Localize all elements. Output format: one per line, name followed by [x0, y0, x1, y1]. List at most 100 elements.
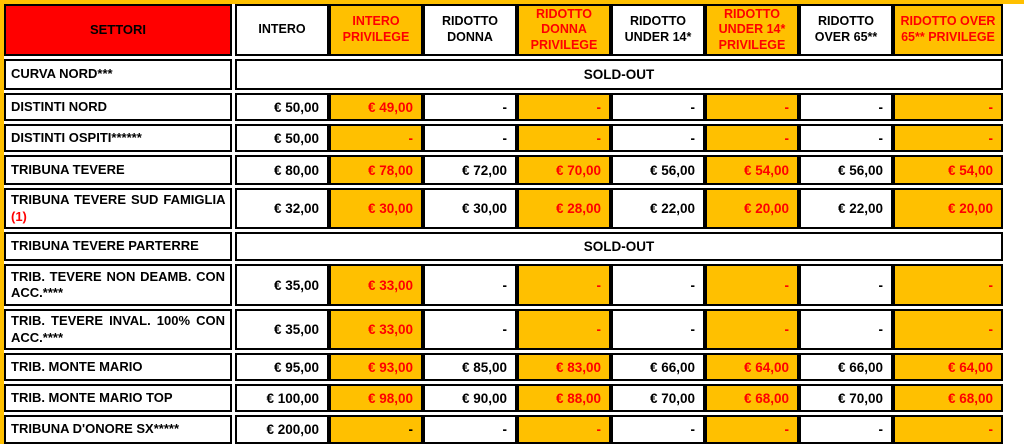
sector-cell: TRIB. MONTE MARIO — [4, 353, 232, 381]
sector-name: CURVA NORD*** — [11, 66, 113, 82]
price-cell: € 35,00 — [235, 309, 329, 350]
price-cell: - — [517, 309, 611, 350]
sector-label: TRIBUNA TEVERE PARTERRE — [11, 238, 225, 254]
sector-name: TRIB. MONTE MARIO TOP — [11, 389, 173, 405]
sector-cell: DISTINTI OSPITI****** — [4, 124, 232, 152]
sector-label: DISTINTI NORD — [11, 99, 225, 115]
price-cell: € 68,00 — [705, 384, 799, 412]
price-cell: - — [705, 415, 799, 444]
price-cell: € 20,00 — [893, 188, 1003, 229]
sector-cell: TRIBUNA D'ONORE SX***** — [4, 415, 232, 444]
column-header-ridotto-donna: RIDOTTO DONNA — [423, 4, 517, 56]
column-header-ridotto-donna-privilege: RIDOTTO DONNA PRIVILEGE — [517, 4, 611, 56]
price-cell: € 64,00 — [705, 353, 799, 381]
price-cell: - — [893, 93, 1003, 121]
sector-cell: CURVA NORD*** — [4, 59, 232, 90]
price-cell: € 200,00 — [235, 415, 329, 444]
price-cell: € 98,00 — [329, 384, 423, 412]
sector-name: TRIB. TEVERE INVAL. 100% CON ACC.**** — [11, 313, 225, 345]
price-cell: € 22,00 — [611, 188, 705, 229]
price-cell: € 64,00 — [893, 353, 1003, 381]
sector-cell: TRIB. TEVERE NON DEAMB. CON ACC.**** — [4, 264, 232, 306]
column-header-settori: SETTORI — [4, 4, 232, 56]
price-cell: - — [517, 415, 611, 444]
price-cell: - — [705, 124, 799, 152]
sector-name: TRIBUNA TEVERE — [11, 161, 125, 177]
price-cell: € 54,00 — [893, 155, 1003, 185]
price-cell: - — [611, 124, 705, 152]
column-header-ridotto-under14: RIDOTTO UNDER 14* — [611, 4, 705, 56]
price-cell: € 95,00 — [235, 353, 329, 381]
price-cell: € 90,00 — [423, 384, 517, 412]
price-cell: - — [423, 93, 517, 121]
sold-out-cell: SOLD-OUT — [235, 232, 1003, 261]
column-header-ridotto-under14-privilege: RIDOTTO UNDER 14* PRIVILEGE — [705, 4, 799, 56]
price-cell: € 72,00 — [423, 155, 517, 185]
price-cell: - — [705, 309, 799, 350]
column-header-intero: INTERO — [235, 4, 329, 56]
price-cell: € 66,00 — [611, 353, 705, 381]
price-cell: € 83,00 — [517, 353, 611, 381]
sector-label: TRIB. TEVERE INVAL. 100% CON ACC.**** — [11, 313, 225, 346]
price-cell: € 22,00 — [799, 188, 893, 229]
price-cell: - — [799, 264, 893, 306]
sector-name: TRIBUNA TEVERE PARTERRE — [11, 238, 199, 254]
price-cell: - — [893, 415, 1003, 444]
price-cell: - — [799, 124, 893, 152]
sector-label: TRIBUNA TEVERE — [11, 162, 225, 178]
price-cell: € 33,00 — [329, 309, 423, 350]
price-cell: - — [611, 264, 705, 306]
price-cell: - — [423, 309, 517, 350]
footnote-marker: (1) — [11, 208, 27, 224]
price-cell: € 30,00 — [423, 188, 517, 229]
price-cell: - — [611, 309, 705, 350]
price-cell: - — [893, 124, 1003, 152]
price-cell: € 66,00 — [799, 353, 893, 381]
price-cell: € 56,00 — [611, 155, 705, 185]
sector-cell: TRIB. TEVERE INVAL. 100% CON ACC.**** — [4, 309, 232, 350]
sector-name: TRIBUNA D'ONORE SX***** — [11, 421, 180, 437]
price-cell: - — [517, 93, 611, 121]
price-cell: € 100,00 — [235, 384, 329, 412]
price-cell: - — [893, 264, 1003, 306]
price-cell: € 68,00 — [893, 384, 1003, 412]
sector-cell: TRIB. MONTE MARIO TOP — [4, 384, 232, 412]
price-cell: - — [517, 124, 611, 152]
price-cell: € 28,00 — [517, 188, 611, 229]
sector-label: TRIBUNA D'ONORE SX***** — [11, 421, 225, 437]
sector-name: DISTINTI NORD — [11, 98, 108, 114]
sector-name: TRIBUNA TEVERE SUD FAMIGLIA — [11, 192, 225, 208]
sector-cell: TRIBUNA TEVERE — [4, 155, 232, 185]
sector-cell: DISTINTI NORD — [4, 93, 232, 121]
price-cell: - — [705, 93, 799, 121]
price-cell: - — [329, 415, 423, 444]
price-cell: - — [611, 415, 705, 444]
sector-label: TRIBUNA TEVERE SUD FAMIGLIA (1) — [11, 192, 225, 225]
price-cell: - — [423, 415, 517, 444]
price-cell: € 93,00 — [329, 353, 423, 381]
price-cell: - — [517, 264, 611, 306]
price-cell: € 35,00 — [235, 264, 329, 306]
price-cell: - — [705, 264, 799, 306]
column-header-ridotto-over65: RIDOTTO OVER 65** — [799, 4, 893, 56]
price-cell: - — [799, 309, 893, 350]
price-cell: € 78,00 — [329, 155, 423, 185]
price-cell: € 50,00 — [235, 93, 329, 121]
sector-price-table: SETTORI INTERO INTERO PRIVILEGE RIDOTTO DON… — [4, 4, 1024, 444]
sector-label: CURVA NORD*** — [11, 66, 225, 82]
sector-name: TRIB. MONTE MARIO — [11, 358, 143, 374]
price-cell: - — [799, 415, 893, 444]
column-header-intero-privilege: INTERO PRIVILEGE — [329, 4, 423, 56]
sector-name: TRIB. TEVERE NON DEAMB. CON ACC.**** — [11, 268, 225, 300]
price-cell: € 80,00 — [235, 155, 329, 185]
column-header-ridotto-over65-privilege: RIDOTTO OVER 65** PRIVILEGE — [893, 4, 1003, 56]
price-cell: - — [893, 309, 1003, 350]
price-cell: - — [423, 264, 517, 306]
price-cell: € 70,00 — [799, 384, 893, 412]
sold-out-cell: SOLD-OUT — [235, 59, 1003, 90]
price-cell: € 30,00 — [329, 188, 423, 229]
price-cell: € 88,00 — [517, 384, 611, 412]
price-cell: € 56,00 — [799, 155, 893, 185]
sector-label: TRIB. MONTE MARIO TOP — [11, 390, 225, 406]
price-cell: € 70,00 — [517, 155, 611, 185]
